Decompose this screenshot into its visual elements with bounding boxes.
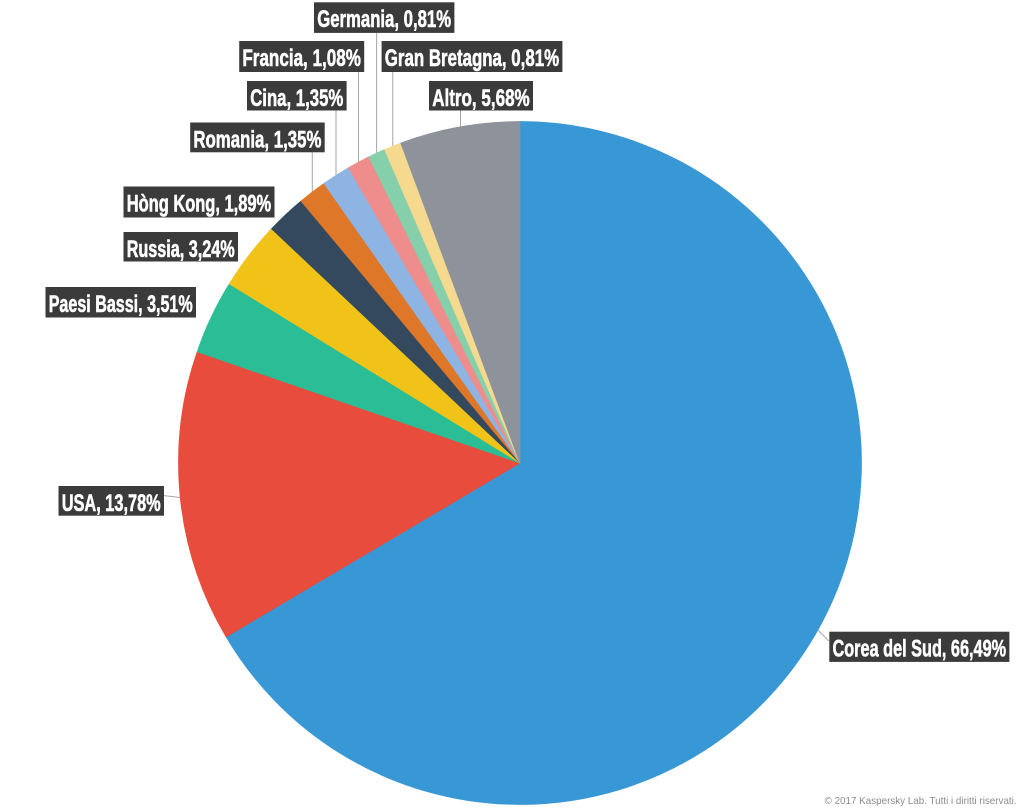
svg-text:Altro, 5,68%: Altro, 5,68% (432, 85, 530, 112)
svg-text:Francia, 1,08%: Francia, 1,08% (242, 45, 361, 72)
svg-text:Hòng Kong, 1,89%: Hòng Kong, 1,89% (127, 190, 272, 217)
svg-text:Romania, 1,35%: Romania, 1,35% (193, 126, 321, 153)
svg-text:Russia, 3,24%: Russia, 3,24% (127, 236, 235, 263)
svg-text:© 2017 Kaspersky Lab. Tutti i: © 2017 Kaspersky Lab. Tutti i diritti ri… (825, 795, 1017, 807)
svg-text:Germania, 0,81%: Germania, 0,81% (317, 6, 451, 33)
svg-text:Paesi Bassi, 3,51%: Paesi Bassi, 3,51% (49, 291, 193, 318)
svg-text:Corea del Sud, 66,49%: Corea del Sud, 66,49% (833, 636, 1007, 663)
svg-text:Gran Bretagna, 0,81%: Gran Bretagna, 0,81% (385, 45, 559, 72)
svg-text:Cina, 1,35%: Cina, 1,35% (250, 85, 343, 112)
svg-text:USA, 13,78%: USA, 13,78% (62, 490, 161, 517)
